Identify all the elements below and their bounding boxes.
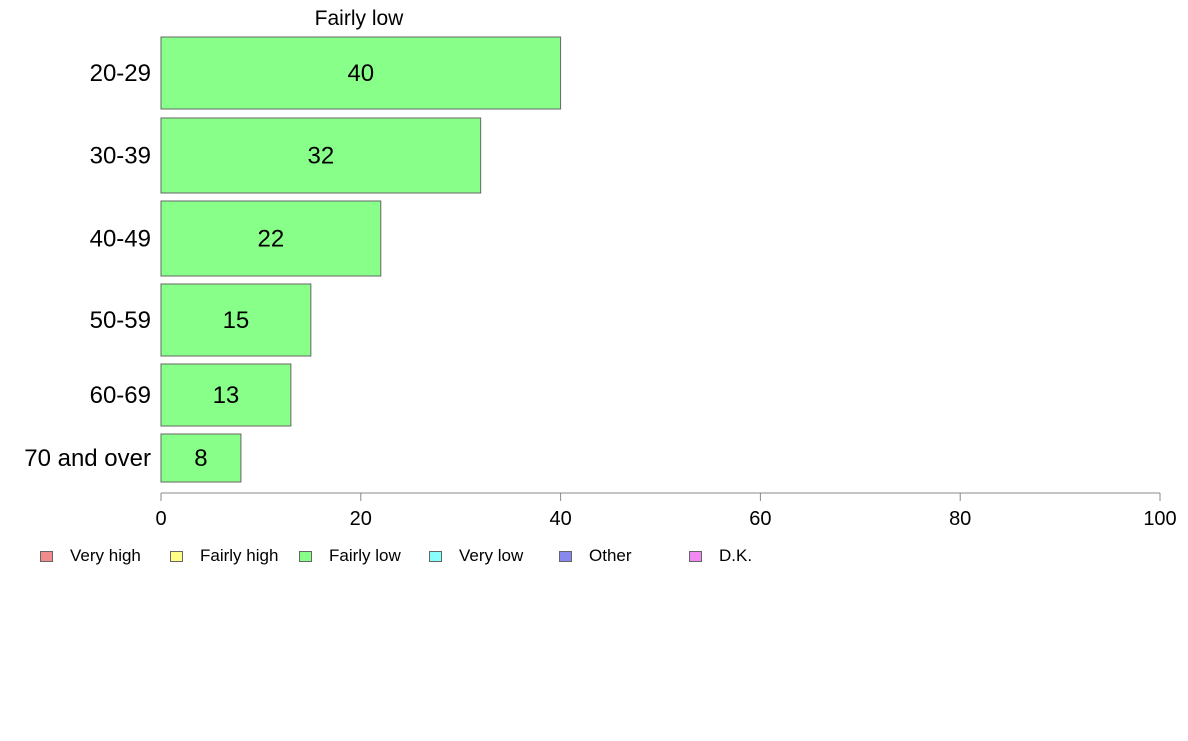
x-tick-label: 80 — [949, 508, 971, 530]
bar — [160, 363, 292, 427]
x-tick-label: 60 — [749, 508, 771, 530]
data-label: 40 — [347, 60, 374, 87]
category-label: 60-69 — [90, 382, 151, 409]
x-tick-label: 100 — [1143, 508, 1176, 530]
legend-item-very-low: Very low — [429, 546, 523, 566]
data-label: 32 — [307, 143, 334, 170]
legend-item-fairly-high: Fairly high — [170, 546, 278, 566]
bar — [160, 36, 562, 110]
legend-label: D.K. — [719, 546, 753, 565]
legend-swatch — [299, 550, 312, 562]
legend-item-dk: D.K. — [689, 546, 752, 566]
data-label: 15 — [223, 307, 250, 334]
legend-label: Fairly low — [329, 546, 401, 565]
legend-swatch — [40, 550, 53, 562]
legend-item-very-high: Very high — [40, 546, 141, 566]
legend-label: Other — [589, 546, 632, 565]
category-label: 50-59 — [90, 307, 151, 334]
legend-label: Fairly high — [200, 546, 279, 565]
bar — [160, 433, 242, 483]
x-tick-label: 0 — [155, 508, 166, 530]
legend-item-other: Other — [559, 546, 632, 566]
bar — [160, 117, 482, 194]
chart-title: Fairly low — [315, 7, 405, 30]
legend-label: Very low — [459, 546, 524, 565]
category-label: 70 and over — [24, 445, 151, 472]
data-label: 22 — [258, 226, 285, 253]
data-label: 8 — [194, 445, 207, 472]
category-label: 30-39 — [90, 143, 151, 170]
bar — [160, 200, 382, 277]
legend-swatch — [429, 550, 442, 562]
x-tick-label: 40 — [549, 508, 571, 530]
x-tick-label: 20 — [350, 508, 372, 530]
legend-swatch — [559, 550, 572, 562]
legend-label: Very high — [70, 546, 141, 565]
legend-swatch — [170, 550, 183, 562]
data-label: 13 — [213, 382, 240, 409]
legend-item-fairly-low: Fairly low — [299, 546, 401, 566]
bar — [160, 283, 312, 357]
legend-swatch — [689, 550, 702, 562]
category-label: 20-29 — [90, 60, 151, 87]
category-label: 40-49 — [90, 226, 151, 253]
